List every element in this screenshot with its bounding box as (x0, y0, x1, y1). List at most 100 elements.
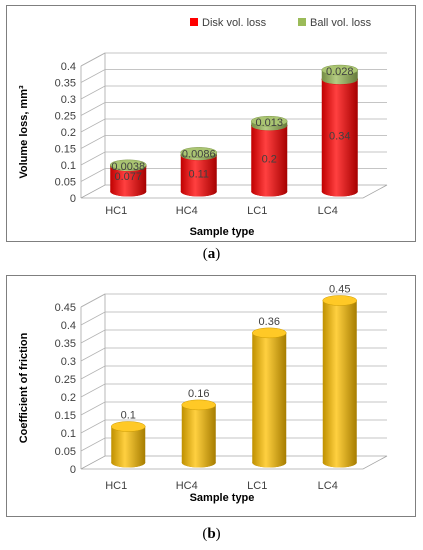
y-axis-title: Coefficient of friction (18, 332, 30, 443)
x-tick-label: HC4 (176, 205, 198, 217)
x-axis-title: Sample type (190, 226, 255, 238)
chart-a-frame: 0 0.05 0.1 0.15 0.2 0.25 0.3 0.35 0.4 0.077 0.0038… (6, 5, 416, 242)
chart-b: 0 0.05 0.1 0.15 0.2 0.25 0.3 0.35 0.4 0.45 0.1 HC1 0… (18, 284, 388, 504)
y-tick-label: 0.25 (55, 111, 76, 123)
bar-LC1-s0-top (252, 327, 287, 339)
data-label-HC1-s0: 0.077 (114, 171, 142, 183)
gridline (80, 311, 387, 326)
caption-b-letter: b (207, 526, 216, 542)
bar-HC4-s1-top (180, 147, 217, 158)
bar-LC4-s0 (321, 79, 358, 197)
caption-a-letter: a (207, 246, 216, 262)
data-label-HC4-s0: 0.11 (188, 168, 209, 180)
gridline (80, 347, 387, 362)
y-tick-label: 0.1 (61, 428, 76, 440)
bar-LC1-s1-top (251, 115, 288, 127)
data-label-HC1-s0: 0.1 (121, 410, 136, 422)
bar-LC4-s0-top (322, 295, 357, 306)
gridline (80, 118, 387, 133)
x-tick-label: LC4 (318, 480, 338, 492)
bar-HC4-s0 (181, 404, 216, 468)
gridline (80, 401, 387, 416)
bar-group-LC1 (251, 115, 288, 197)
x-axis-title: Sample type (190, 492, 255, 504)
y-tick-label: 0.25 (55, 374, 76, 386)
bar-group-HC1 (111, 421, 146, 468)
bar-HC1-s0 (111, 426, 146, 468)
chart-b-frame: 0 0.05 0.1 0.15 0.2 0.25 0.3 0.35 0.4 0.45 0.1 HC1 0… (6, 275, 416, 517)
gridline (80, 168, 387, 182)
bar-HC4-s0-top (181, 399, 216, 411)
data-label-LC1-s0: 0.36 (259, 316, 280, 328)
y-axis-title: Volume loss, mm³ (18, 85, 30, 179)
y-tick-label: 0.05 (55, 177, 76, 189)
data-label-HC4-s1: 0.0086 (182, 148, 216, 160)
y-tick-label: 0.15 (55, 144, 76, 156)
bar-HC1-s0 (110, 166, 147, 197)
y-tick-label: 0.2 (61, 392, 76, 404)
data-label-LC4-s0: 0.34 (329, 130, 350, 142)
y-tick-label: 0.35 (55, 78, 76, 90)
y-tick-label: 0.4 (61, 61, 76, 73)
caption-b-close: ) (215, 526, 221, 542)
y-tick-label: 0.2 (61, 127, 76, 139)
y-tick-label: 0.35 (55, 338, 76, 350)
bar-LC4-s0 (322, 300, 357, 468)
y-tick-label: 0.45 (55, 302, 76, 314)
gridline (80, 151, 387, 166)
bar-LC1-s0 (252, 332, 287, 468)
chart-a: 0 0.05 0.1 0.15 0.2 0.25 0.3 0.35 0.4 0.0770.0038… (18, 17, 388, 238)
caption-a-close: ) (215, 246, 221, 262)
gridline (80, 419, 387, 434)
y-tick-label: 0 (70, 193, 76, 205)
y-tick-label: 0.3 (61, 94, 76, 106)
data-label-LC1-s0: 0.2 (262, 154, 277, 166)
gridline (80, 135, 387, 149)
gridline (80, 329, 387, 344)
data-label-LC1-s1: 0.013 (255, 117, 283, 129)
bar-LC4-s1-top (321, 64, 358, 76)
bar-group-HC4 (180, 147, 217, 197)
caption-a: (a) (0, 246, 423, 263)
data-label-LC4-s1: 0.028 (326, 66, 354, 78)
bar-HC1-s1-top (110, 159, 147, 171)
y-tick-label: 0.3 (61, 356, 76, 368)
bar-HC4-s0 (180, 155, 217, 197)
bar-group-LC4 (322, 295, 357, 468)
caption-a-open: ( (202, 246, 208, 262)
gridline (80, 52, 387, 67)
x-tick-label: LC1 (247, 480, 267, 492)
y-tick-label: 0.15 (55, 410, 76, 422)
gridline (80, 365, 387, 380)
bar-HC1-s0-top (111, 421, 146, 432)
y-tick-label: 0.4 (61, 320, 76, 332)
bar-LC1-s0 (251, 125, 288, 197)
x-tick-label: LC4 (318, 205, 338, 217)
floor (80, 184, 388, 199)
floor (80, 455, 388, 470)
data-label-HC4-s0: 0.16 (188, 388, 209, 400)
legend-swatch-0 (190, 18, 198, 26)
y-tick-label: 0 (70, 464, 76, 476)
gridline (80, 102, 387, 116)
y-tick-label: 0.05 (55, 446, 76, 458)
bar-group-HC4 (181, 399, 216, 468)
gridline (80, 437, 387, 452)
bar-group-LC1 (252, 327, 287, 468)
gridline (80, 293, 387, 308)
y-tick-label: 0.1 (61, 160, 76, 172)
caption-b: (b) (0, 526, 423, 543)
x-tick-label: HC1 (105, 480, 127, 492)
gridline (80, 69, 387, 83)
data-label-HC1-s1: 0.0038 (111, 161, 145, 173)
gridline (80, 85, 387, 100)
x-tick-label: LC1 (247, 205, 267, 217)
bar-group-LC4 (321, 64, 358, 197)
x-tick-label: HC1 (105, 205, 127, 217)
legend-swatch-1 (298, 18, 306, 26)
data-label-LC4-s0: 0.45 (329, 284, 350, 296)
x-tick-label: HC4 (176, 480, 198, 492)
gridline (80, 383, 387, 398)
legend-label-0: Disk vol. loss (202, 17, 267, 29)
bar-group-HC1 (110, 159, 147, 197)
